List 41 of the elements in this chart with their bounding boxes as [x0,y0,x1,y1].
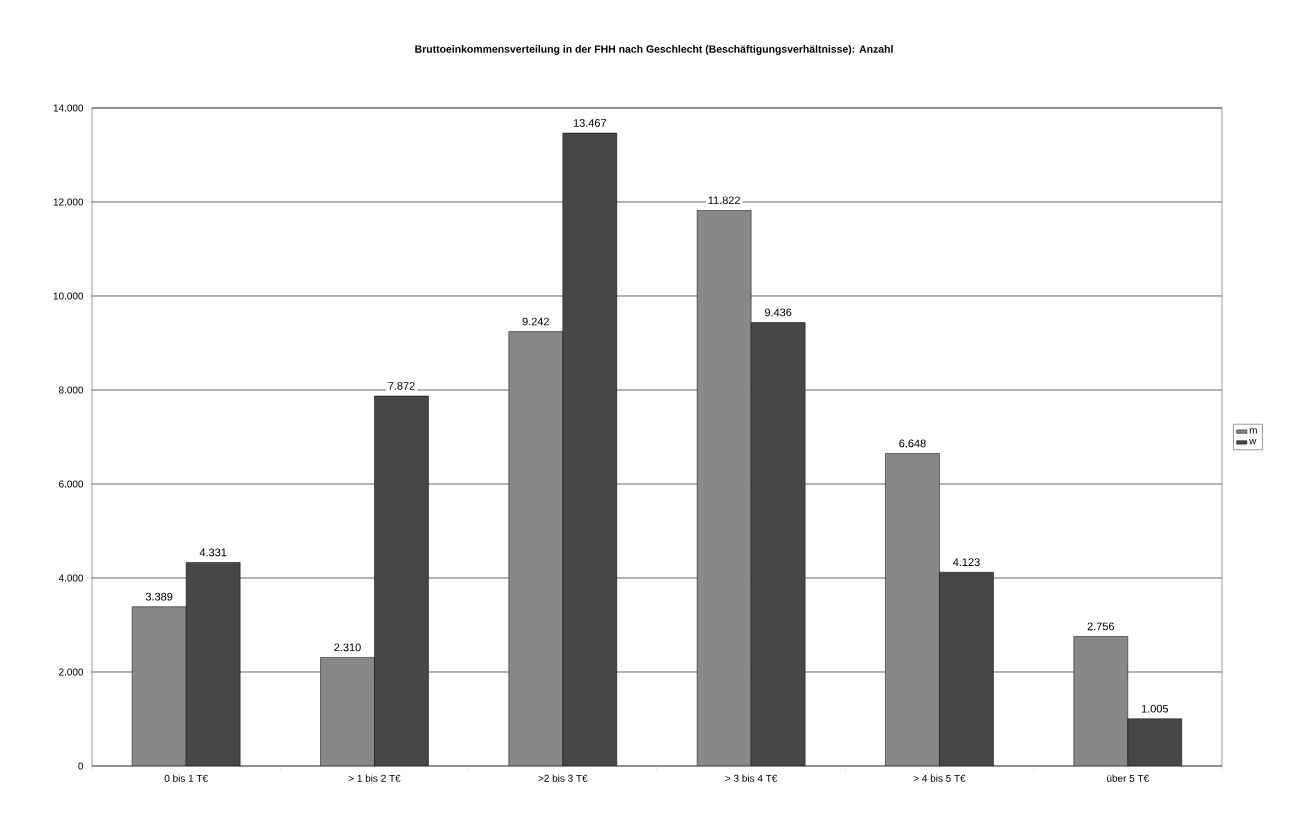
chart-title: Bruttoeinkommensverteilung in der FHH nach Geschlecht (Beschäftigungsverhältnisse): Anzahl [415,45,893,55]
y-tick-label: 14.000 [53,104,84,112]
legend-label: w [1249,439,1257,445]
bar [185,562,241,766]
data-label: 3.389 [145,592,173,601]
bar [1073,636,1129,766]
x-tick-label: >2 bis 3 T€ [538,774,588,782]
bar [562,132,618,766]
data-label: 7.872 [388,382,415,390]
data-label: 1.005 [1141,704,1169,713]
x-tick-label: > 3 bis 4 T€ [725,774,778,782]
bar [696,210,752,766]
y-tick-label: 2.000 [59,668,84,676]
x-tick-label: über 5 T€ [1107,774,1149,782]
bar [508,331,564,766]
bar [939,571,994,766]
bar [131,606,187,766]
x-tick-label: 0 bis 1 T€ [164,774,208,782]
y-tick-label: 6.000 [59,480,84,488]
x-tick-label: > 4 bis 5 T€ [913,774,966,782]
x-tick-label: > 1 bis 2 T€ [348,774,401,782]
data-label: 2.756 [1087,622,1115,631]
data-label: 9.242 [522,317,549,326]
data-label: 13.467 [573,119,607,127]
bar [1127,718,1183,766]
data-label: 4.331 [199,548,227,557]
bar [374,395,429,766]
y-tick-label: 10.000 [53,292,84,300]
bar [885,453,940,766]
y-tick-label: 0 [78,762,84,770]
data-label: 9.436 [764,308,792,317]
data-label: 2.310 [334,643,361,652]
y-tick-label: 8.000 [58,386,84,394]
data-label: 11.822 [708,196,740,205]
y-tick-label: 4.000 [58,574,84,582]
bar [750,322,806,766]
data-label: 4.123 [953,558,980,567]
data-label: 6.648 [899,439,926,448]
bar [320,657,375,766]
legend-label: m [1249,428,1257,434]
y-tick-label: 12.000 [53,198,84,206]
